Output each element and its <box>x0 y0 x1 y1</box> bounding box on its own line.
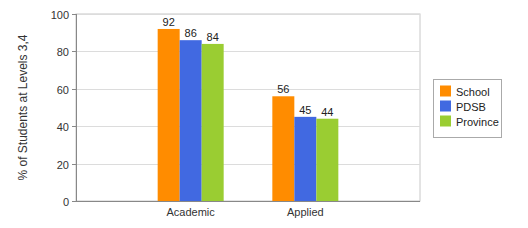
data-label: 86 <box>185 27 197 39</box>
plot-frame <box>76 14 420 201</box>
bar <box>294 117 316 201</box>
legend-label: PDSB <box>456 101 486 113</box>
bar <box>158 29 180 201</box>
y-tick-label: 0 <box>63 196 69 208</box>
legend-frame <box>434 80 502 138</box>
grid-line <box>76 51 420 52</box>
data-label: 45 <box>299 104 311 116</box>
data-label: 92 <box>163 16 175 28</box>
data-label: 56 <box>277 83 289 95</box>
y-tick-label: 60 <box>57 84 69 96</box>
bars <box>158 29 339 201</box>
grid-line <box>76 164 420 165</box>
x-axis <box>76 201 420 202</box>
tick-mark <box>72 201 76 202</box>
tick-mark <box>72 164 76 165</box>
tick-mark <box>72 126 76 127</box>
bar <box>272 96 294 201</box>
data-label: 84 <box>207 31 219 43</box>
tick-mark <box>72 89 76 90</box>
data-label: 44 <box>321 106 333 118</box>
legend-swatch <box>440 116 451 127</box>
bar <box>180 40 202 201</box>
grid-line <box>76 14 420 15</box>
bar <box>316 119 338 201</box>
y-tick-label: 20 <box>57 159 69 171</box>
legend-swatch <box>440 86 451 97</box>
grid-line <box>76 126 420 127</box>
x-tick-label: Applied <box>287 206 324 218</box>
bar <box>202 44 224 201</box>
y-tick-label: 100 <box>51 9 69 21</box>
legend: School PDSB Province <box>434 80 502 138</box>
y-axis <box>76 14 77 201</box>
legend-label: School <box>456 86 490 98</box>
tick-mark <box>72 14 76 15</box>
grid-line <box>76 89 420 90</box>
data-labels: 92 56 86 45 84 44 <box>163 16 334 118</box>
grid-line <box>76 201 420 202</box>
legend-label: Province <box>456 116 499 128</box>
tick-mark <box>72 51 76 52</box>
y-axis-label: % of Students at Levels 3,4 <box>16 34 30 180</box>
y-tick-label: 40 <box>57 121 69 133</box>
legend-swatch <box>440 101 451 112</box>
y-tick-label: 80 <box>57 46 69 58</box>
x-tick-label: Academic <box>167 206 216 218</box>
chart: 0 20 40 60 80 100 % of Students at Levels 3,4 A… <box>0 0 528 228</box>
